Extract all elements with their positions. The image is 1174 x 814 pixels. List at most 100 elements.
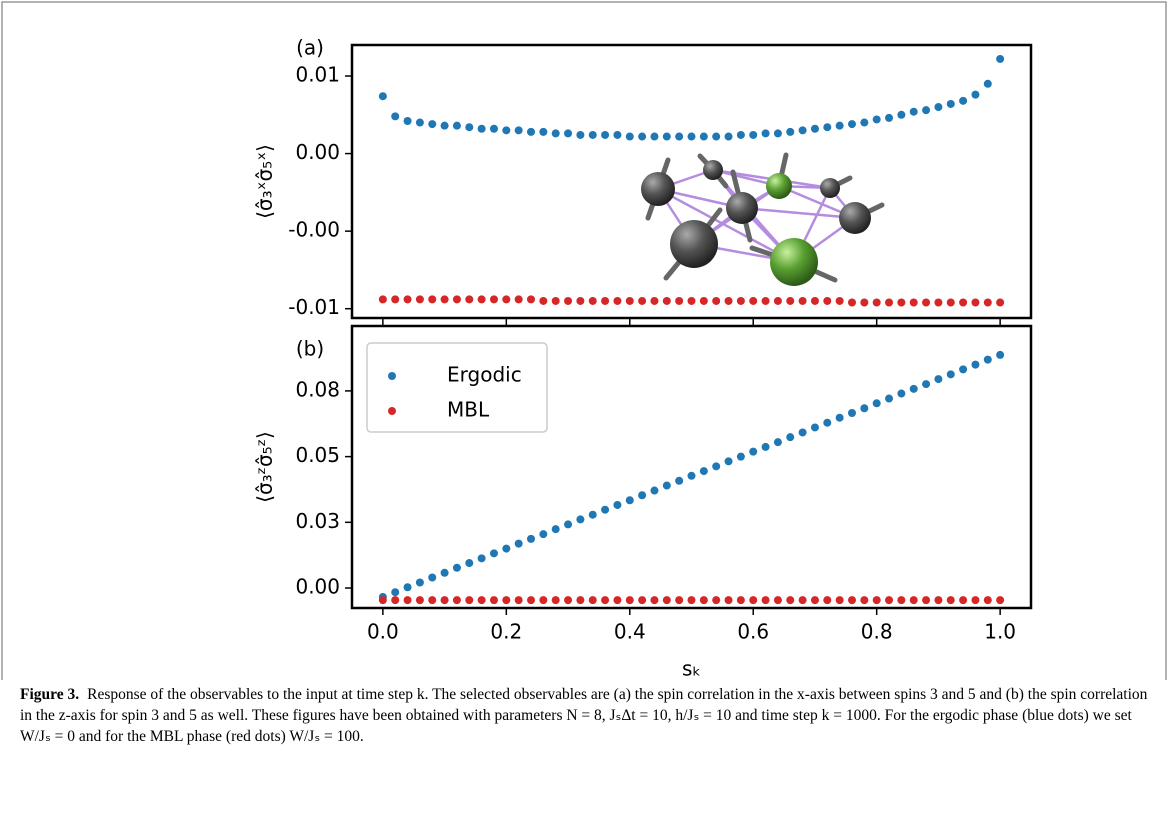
y-axis-label: ⟨σ̂₃ˣσ̂₅ˣ⟩ — [253, 144, 277, 219]
data-point — [440, 295, 449, 304]
data-point — [477, 554, 486, 563]
frame — [1, 1, 1167, 680]
data-point — [946, 298, 955, 307]
data-point — [428, 596, 437, 605]
data-point — [823, 296, 832, 305]
data-point — [514, 596, 523, 605]
data-point — [514, 126, 523, 135]
data-point — [477, 124, 486, 133]
data-point — [613, 500, 622, 509]
data-point — [885, 298, 894, 307]
data-point — [835, 296, 844, 305]
data-point — [798, 126, 807, 135]
data-point — [638, 296, 647, 305]
data-point — [650, 132, 659, 141]
data-point — [527, 295, 536, 304]
data-point — [403, 596, 412, 605]
data-point — [885, 113, 894, 122]
y-axis-label: ⟨σ̂₃ᶻσ̂₅ᶻ⟩ — [253, 431, 277, 503]
data-point — [724, 596, 733, 605]
data-point — [872, 115, 881, 124]
data-point — [872, 596, 881, 605]
legend-marker — [388, 372, 396, 380]
data-point — [971, 596, 980, 605]
data-point — [403, 117, 412, 126]
data-point — [391, 295, 400, 304]
data-point — [514, 295, 523, 304]
data-point — [749, 447, 758, 456]
data-point — [823, 596, 832, 605]
data-point — [922, 596, 931, 605]
data-point — [835, 121, 844, 130]
figure: -0.01 -0.00 0.00 0.01 (a) ⟨σ̂₃ˣσ̂₅ˣ⟩ 0.00 0.03 0… — [1, 1, 1167, 680]
data-point — [477, 295, 486, 304]
data-point — [983, 355, 992, 364]
data-point — [452, 121, 461, 130]
data-point — [736, 130, 745, 139]
data-point — [971, 90, 980, 99]
data-point — [613, 130, 622, 139]
data-point — [712, 596, 721, 605]
data-point — [675, 296, 684, 305]
y-tick-label: 0.08 — [295, 377, 340, 401]
data-point — [798, 428, 807, 437]
data-point — [712, 296, 721, 305]
data-point — [773, 296, 782, 305]
data-point — [810, 124, 819, 133]
data-point — [539, 296, 548, 305]
data-point — [576, 596, 585, 605]
data-point — [761, 296, 770, 305]
data-point — [724, 296, 733, 305]
data-point — [638, 491, 647, 500]
data-point — [675, 132, 684, 141]
data-point — [502, 544, 511, 553]
data-point — [736, 452, 745, 461]
data-point — [551, 525, 560, 534]
legend-box — [366, 342, 548, 433]
data-point — [662, 596, 671, 605]
data-point — [835, 413, 844, 422]
data-point — [983, 596, 992, 605]
data-point — [687, 596, 696, 605]
data-point — [922, 380, 931, 389]
data-point — [539, 127, 548, 136]
data-point — [872, 298, 881, 307]
data-point — [983, 79, 992, 88]
data-point — [428, 295, 437, 304]
data-point — [712, 462, 721, 471]
data-point — [465, 559, 474, 568]
data-point — [749, 130, 758, 139]
data-point — [736, 296, 745, 305]
legend-marker — [388, 407, 396, 415]
data-point — [749, 596, 758, 605]
data-point — [934, 103, 943, 112]
data-point — [551, 296, 560, 305]
data-point — [749, 296, 758, 305]
data-point — [810, 596, 819, 605]
data-point — [786, 127, 795, 136]
data-point — [675, 476, 684, 485]
data-point — [687, 471, 696, 480]
data-point — [810, 296, 819, 305]
data-point — [440, 121, 449, 130]
data-point — [415, 118, 424, 127]
caption-text: Response of the observables to the input… — [20, 686, 1148, 745]
data-point — [391, 588, 400, 597]
data-point — [996, 298, 1005, 307]
data-point — [613, 596, 622, 605]
data-point — [959, 365, 968, 374]
data-point — [810, 423, 819, 432]
inset-illustration — [641, 152, 885, 286]
data-point — [996, 596, 1005, 605]
data-point — [625, 596, 634, 605]
data-point — [662, 132, 671, 141]
data-point — [391, 112, 400, 121]
data-point — [378, 596, 387, 605]
data-point — [403, 583, 412, 592]
data-point — [897, 596, 906, 605]
data-point — [415, 596, 424, 605]
x-tick-label: 1.0 — [984, 620, 1016, 644]
data-point — [514, 539, 523, 548]
data-point — [650, 486, 659, 495]
legend-label: MBL — [447, 398, 490, 422]
